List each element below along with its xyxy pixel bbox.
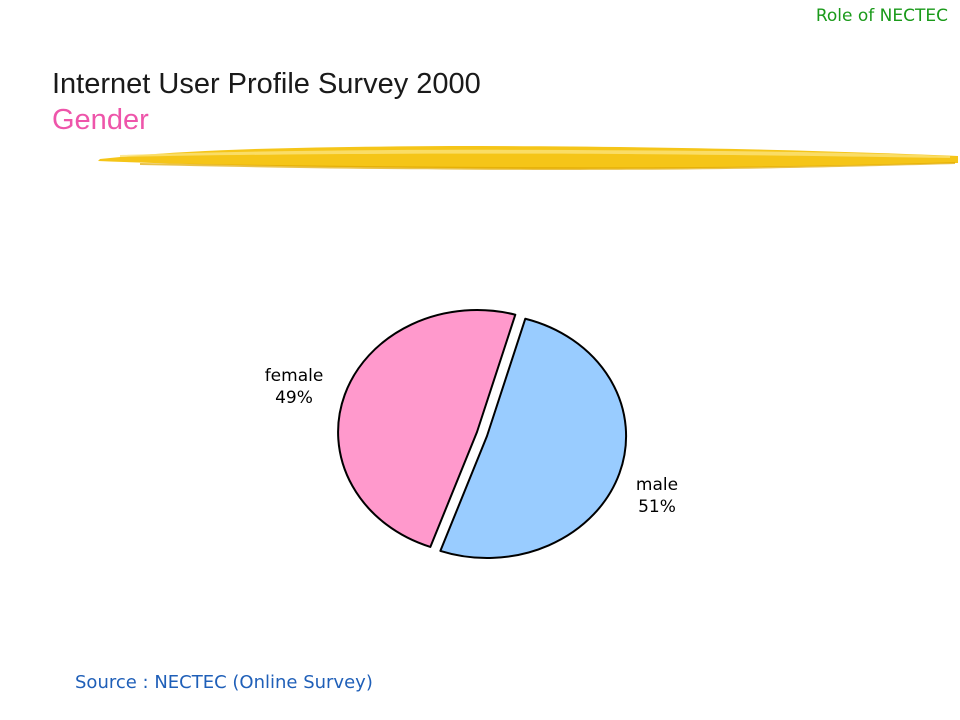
slice-label-female: female (265, 366, 324, 386)
slice-label-male: male (636, 475, 678, 495)
slice-value-female: 49% (275, 388, 313, 408)
source-note: Source : NECTEC (Online Survey) (75, 672, 373, 693)
slice-value-male: 51% (638, 497, 676, 517)
pie-slice-female (337, 309, 517, 548)
pie-slice-male (439, 317, 628, 560)
page-title: Internet User Profile Survey 2000 (52, 68, 481, 100)
page-subtitle: Gender (52, 104, 149, 136)
brush-stroke-shadow (140, 162, 955, 170)
brush-stroke-highlight (120, 149, 950, 158)
section-label: Role of NECTEC (815, 6, 948, 26)
